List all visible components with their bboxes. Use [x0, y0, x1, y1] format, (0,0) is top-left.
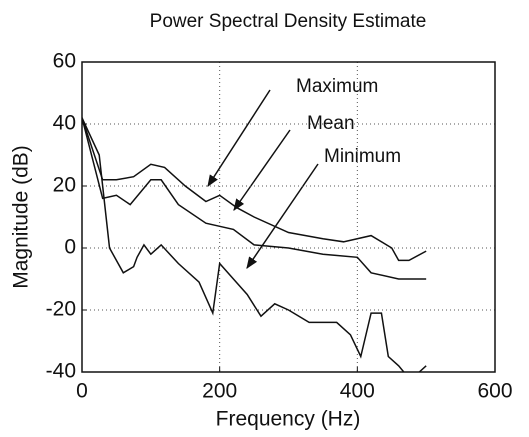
y-tick-label: 60: [53, 50, 76, 73]
y-axis-label: Magnitude (dB): [10, 145, 33, 289]
line-series: [82, 117, 427, 372]
plot-area: [82, 117, 427, 372]
y-tick-label: 0: [64, 236, 76, 259]
x-axis-label: Frequency (Hz): [216, 408, 361, 431]
x-tick-label: 400: [340, 380, 375, 403]
x-tick-label: 600: [477, 380, 512, 403]
line-series: [82, 117, 427, 280]
line-series: [82, 117, 427, 262]
annotation: Minimum: [324, 146, 401, 167]
arrow: [207, 89, 271, 188]
arrow: [246, 163, 319, 269]
y-tick-label: 40: [53, 112, 76, 135]
x-tick-label: 0: [76, 380, 88, 403]
y-tick-label: -40: [46, 360, 76, 383]
arrow: [233, 129, 291, 211]
y-tick-label: -20: [46, 298, 76, 321]
annotation: Maximum: [296, 76, 378, 97]
x-tick-label: 200: [202, 380, 237, 403]
y-tick-label: 20: [53, 174, 76, 197]
chart-title: Power Spectral Density Estimate: [150, 11, 427, 32]
plot-frame: [81, 61, 496, 373]
